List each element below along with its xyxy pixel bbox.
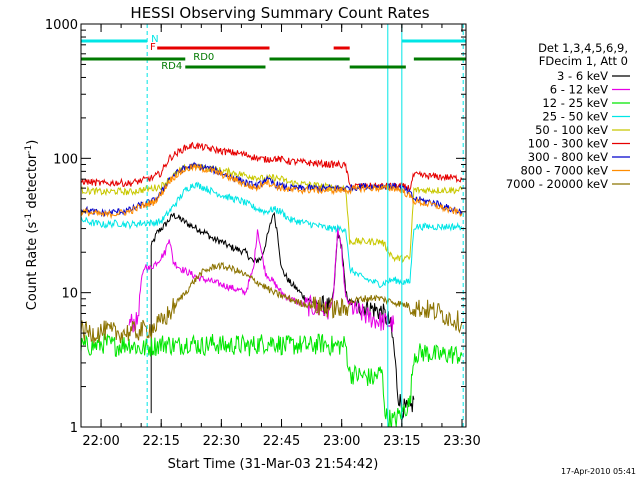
y-tick-label-1: 1: [70, 421, 78, 436]
series-line-9: [81, 261, 463, 344]
plot-frame: [80, 23, 467, 428]
flag-label-n: N: [151, 34, 158, 45]
series-line-3: [81, 333, 463, 427]
flag-label-rd4: RD4: [161, 61, 182, 72]
series-layer: [81, 24, 464, 427]
flag-label-f: F: [150, 42, 156, 53]
flag-label-rd0: RD0: [193, 52, 214, 63]
legend-label-7: 300 - 800 keV: [528, 150, 608, 164]
x-tick-label-4: 22:45: [263, 434, 300, 449]
chart-title: HESSI Observing Summary Count Rates: [130, 4, 429, 22]
x-tick-label-7: 23:30: [443, 434, 480, 449]
x-tick-label-2: 22:15: [142, 434, 179, 449]
y-tick-label-4: 1000: [45, 18, 78, 33]
x-tick-label-1: 22:00: [82, 434, 119, 449]
legend-label-1: 3 - 6 keV: [557, 69, 608, 83]
y-axis-label: Count Rate (s-1 detector-1): [24, 140, 40, 311]
x-tick-label-6: 23:15: [383, 434, 420, 449]
legend-label-2: 6 - 12 keV: [550, 83, 608, 97]
y-axis: 1 10 100 1000: [45, 18, 466, 436]
legend-header-line-1: Det 1,3,4,5,6,9,: [538, 41, 628, 55]
legend-label-3: 12 - 25 keV: [542, 96, 608, 110]
legend-label-9: 7000 - 20000 keV: [506, 177, 608, 191]
y-tick-label-3: 100: [53, 152, 78, 167]
x-tick-label-5: 23:00: [323, 434, 360, 449]
legend-header-line-2: FDecim 1, Att 0: [539, 54, 628, 68]
legend-label-8: 800 - 7000 keV: [520, 164, 608, 178]
legend: Det 1,3,4,5,6,9, FDecim 1, Att 0 3 - 6 k…: [506, 41, 630, 191]
series-line-2: [128, 227, 395, 333]
x-axis: 22:00 22:15 22:30 22:45 23:00 23:15 23:30: [80, 24, 481, 449]
y-tick-label-2: 10: [61, 287, 78, 302]
legend-label-4: 25 - 50 keV: [542, 110, 608, 124]
x-tick-label-3: 22:30: [203, 434, 240, 449]
footer-date: 17-Apr-2010 05:41: [561, 467, 636, 476]
x-axis-label: Start Time (31-Mar-03 21:54:42): [168, 457, 379, 472]
legend-label-6: 100 - 300 keV: [528, 137, 608, 151]
legend-label-5: 50 - 100 keV: [535, 123, 608, 137]
flag-layer: NF RD0 RD4: [81, 34, 466, 72]
